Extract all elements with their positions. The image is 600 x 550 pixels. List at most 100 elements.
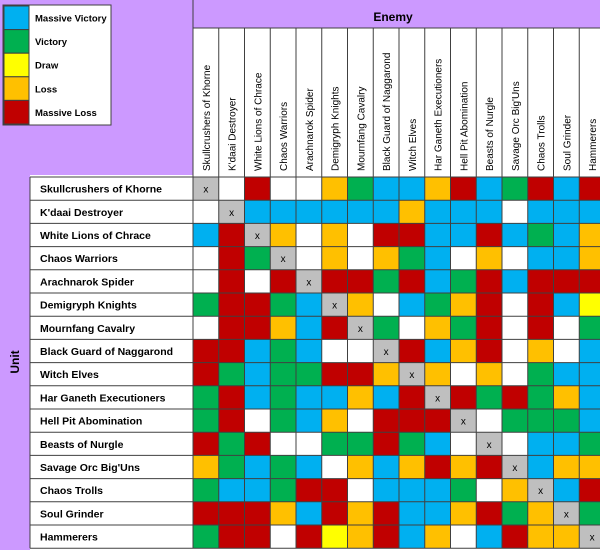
heatmap-cell <box>527 385 554 409</box>
heatmap-cell <box>450 246 477 270</box>
heatmap-cell <box>296 525 322 549</box>
heatmap-cell <box>296 177 322 201</box>
heatmap-cell <box>218 501 245 525</box>
heatmap-cell <box>218 432 245 456</box>
heatmap-cell <box>244 525 271 549</box>
heatmap-cell <box>296 385 322 409</box>
heatmap-cell <box>218 478 245 502</box>
heatmap-cell <box>218 339 245 363</box>
heatmap-cell <box>553 339 580 363</box>
heatmap-cell <box>424 501 451 525</box>
heatmap-cell <box>373 200 399 224</box>
column-header: Demigryph Knights <box>331 87 342 171</box>
heatmap-cell <box>347 200 374 224</box>
column-header: Chaos Warriors <box>279 102 290 171</box>
heatmap-cell <box>450 409 477 433</box>
heatmap-cell <box>373 501 399 525</box>
heatmap-cell <box>296 455 322 479</box>
heatmap-cell <box>373 385 399 409</box>
heatmap-cell <box>579 269 600 293</box>
heatmap-cell <box>193 177 219 201</box>
heatmap-cell <box>296 362 322 386</box>
row-header: K'daai Destroyer <box>40 207 123 219</box>
heatmap-cell <box>424 432 451 456</box>
heatmap-cell <box>321 339 348 363</box>
heatmap-cell <box>450 432 477 456</box>
heatmap-cell <box>373 246 399 270</box>
self-match-marker: x <box>487 440 492 451</box>
heatmap-cell <box>347 501 374 525</box>
heatmap-cell <box>373 362 399 386</box>
heatmap-cell <box>296 409 322 433</box>
heatmap-cell <box>373 223 399 247</box>
heatmap-cell <box>399 478 425 502</box>
self-match-marker: x <box>281 254 286 265</box>
unit-axis-title: Unit <box>8 350 22 373</box>
heatmap-cell <box>347 362 374 386</box>
heatmap-cell <box>373 177 399 201</box>
column-header: Hammerers <box>588 119 599 171</box>
row-header: Skullcrushers of Khorne <box>40 184 162 196</box>
self-match-marker: x <box>564 509 569 520</box>
heatmap-cell <box>193 339 219 363</box>
row-header: Demigryph Knights <box>40 300 137 312</box>
heatmap-cell <box>244 478 271 502</box>
heatmap-cell <box>476 455 502 479</box>
heatmap-cell <box>424 409 451 433</box>
heatmap-cell <box>476 409 502 433</box>
grid-lines <box>29 0 600 549</box>
heatmap-cell <box>450 478 477 502</box>
heatmap-cell <box>373 455 399 479</box>
heatmap-cell <box>218 246 245 270</box>
self-match-marker: x <box>384 347 389 358</box>
heatmap-cell <box>579 200 600 224</box>
heatmap-cell <box>244 339 271 363</box>
heatmap-cell <box>527 339 554 363</box>
heatmap-cell <box>476 385 502 409</box>
heatmap-cell <box>502 200 528 224</box>
heatmap-cell <box>321 316 348 340</box>
heatmap-cell <box>270 316 296 340</box>
heatmap-cell <box>527 525 554 549</box>
heatmap-cell <box>373 269 399 293</box>
legend: Massive Victory Victory Draw Loss Massive Lo… <box>3 5 107 125</box>
heatmap-cell <box>321 200 348 224</box>
heatmap-cell <box>527 316 554 340</box>
heatmap-cell <box>476 269 502 293</box>
heatmap-cell <box>502 409 528 433</box>
heatmap-cell <box>321 409 348 433</box>
heatmap-cell <box>579 432 600 456</box>
row-header: Black Guard of Naggarond <box>40 346 173 358</box>
column-header-background <box>193 28 600 177</box>
heatmap-cell <box>553 293 580 317</box>
legend-swatch <box>3 5 30 31</box>
heatmap-cell <box>244 316 271 340</box>
heatmap-cell <box>270 362 296 386</box>
heatmap-cell <box>553 478 580 502</box>
heatmap-cell <box>244 200 271 224</box>
heatmap-cell <box>296 339 322 363</box>
heatmap-cell <box>424 316 451 340</box>
heatmap-cell <box>218 200 245 224</box>
heatmap-cell <box>399 316 425 340</box>
heatmap-cell <box>399 200 425 224</box>
heatmap-cell <box>450 455 477 479</box>
heatmap-cell <box>476 432 502 456</box>
heatmap-cell <box>476 316 502 340</box>
heatmap-cell <box>424 478 451 502</box>
heatmap-cell <box>244 362 271 386</box>
heatmap-cell <box>424 455 451 479</box>
heatmap-cell <box>450 200 477 224</box>
heatmap-cell <box>450 385 477 409</box>
heatmap-cell <box>579 525 600 549</box>
heatmap-cell <box>270 432 296 456</box>
heatmap-cell <box>193 316 219 340</box>
heatmap-cell <box>502 432 528 456</box>
self-match-marker: x <box>203 185 208 196</box>
heatmap-cell <box>476 525 502 549</box>
heatmap-cell <box>244 385 271 409</box>
heatmap-cell <box>399 293 425 317</box>
legend-label: Loss <box>35 84 57 95</box>
heatmap-cell <box>270 339 296 363</box>
heatmap-cell <box>502 525 528 549</box>
